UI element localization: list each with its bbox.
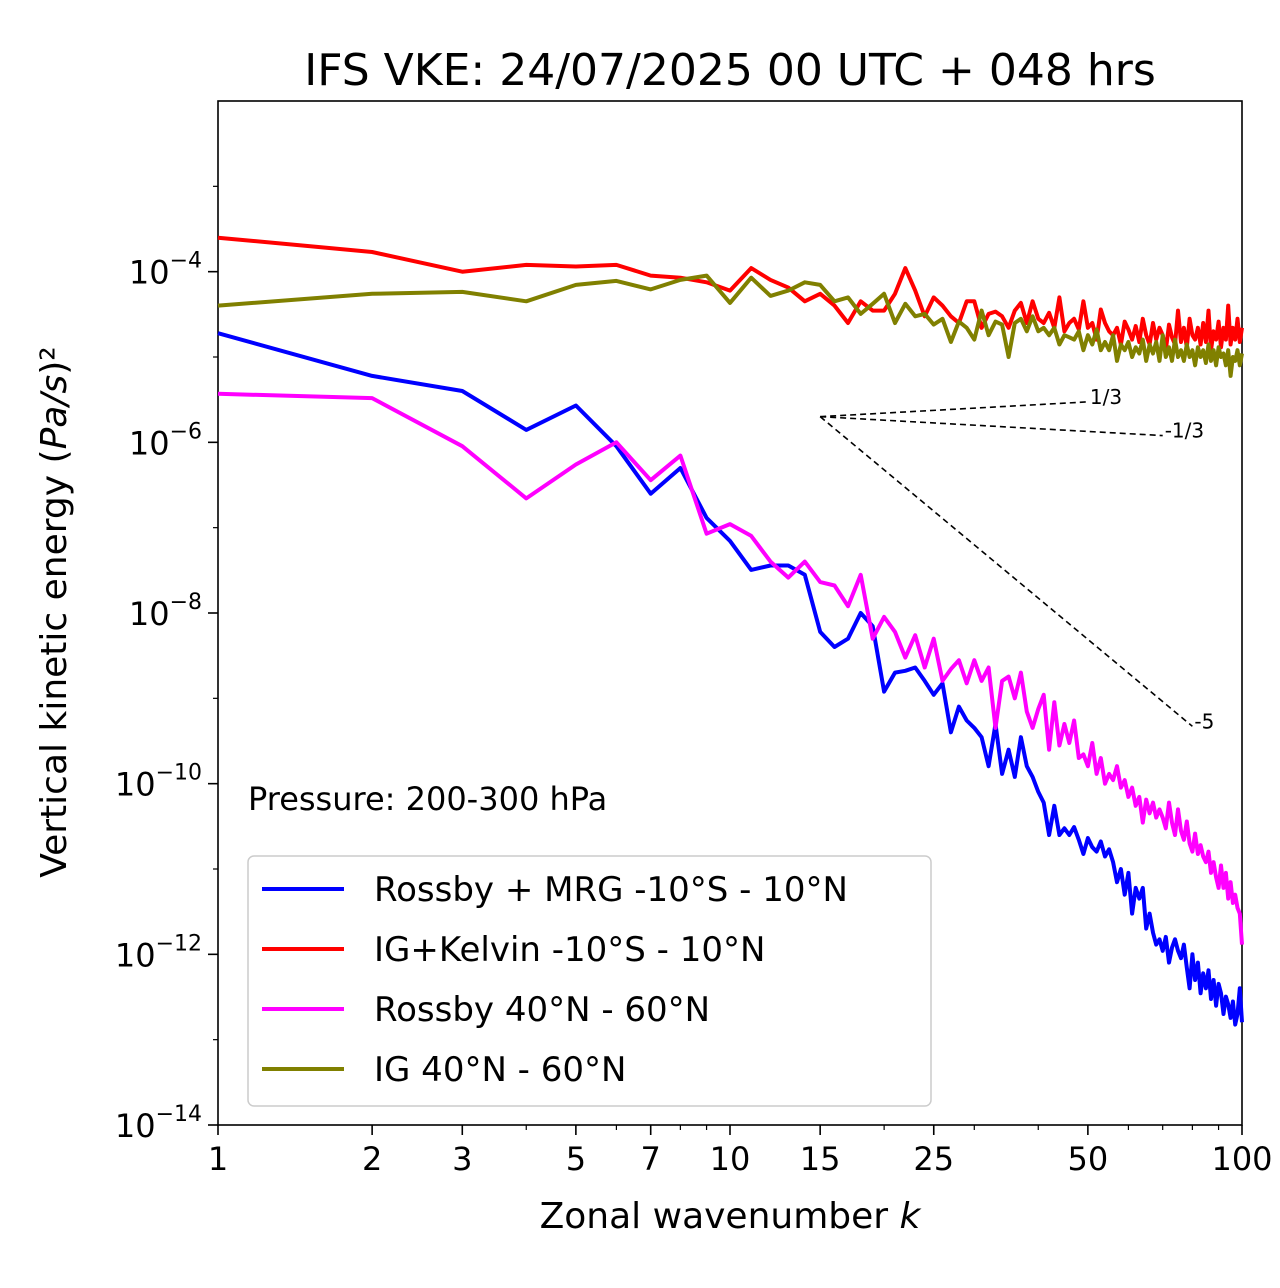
legend-frame (247, 855, 932, 1107)
series-line-1 (217, 331, 1244, 1027)
x-axis-label: Zonal wavenumber k (540, 1196, 923, 1237)
x-tick-label: 25 (913, 1140, 954, 1178)
reference-slope-line (820, 401, 1088, 418)
x-tick-label: 2 (362, 1140, 382, 1178)
legend-label: Rossby + MRG -10°S - 10°N (374, 870, 848, 910)
legend-entries: Rossby + MRG -10°S - 10°N IG+Kelvin -10°S… (262, 870, 848, 1090)
reference-slope-label: -1/3 (1165, 419, 1204, 443)
x-tick-label: 5 (566, 1140, 586, 1178)
reference-slopes: 1/3 -1/3 -5 (819, 385, 1214, 733)
reference-slope-label: 1/3 (1090, 385, 1122, 409)
reference-slope-line (820, 415, 1163, 437)
x-tick-label: 1 (208, 1140, 228, 1178)
series-line-2 (217, 235, 1244, 353)
y-tick-label: 10−6 (129, 419, 202, 462)
x-tick-label: 10 (710, 1140, 751, 1178)
legend-label: IG 40°N - 60°N (374, 1050, 626, 1090)
x-axis-ticks: 1 2 3 5 7 10 15 25 50 100 (208, 1125, 1273, 1178)
series-line-4 (217, 273, 1244, 378)
y-axis-label: Vertical kinetic energy (Pa/s)² (34, 346, 75, 877)
y-axis-ticks: 10−14 10−12 10−10 10−8 10−6 10−4 (115, 185, 218, 1145)
legend-label: Rossby 40°N - 60°N (374, 990, 710, 1030)
x-tick-label: 50 (1068, 1140, 1109, 1178)
legend: Rossby + MRG -10°S - 10°N IG+Kelvin -10°S… (247, 855, 932, 1107)
chart-title: IFS VKE: 24/07/2025 00 UTC + 048 hrs (304, 45, 1156, 96)
series-line-3 (217, 391, 1244, 945)
data-series (217, 235, 1244, 1027)
y-tick-label: 10−8 (129, 590, 202, 633)
x-tick-label: 7 (641, 1140, 661, 1178)
pressure-annotation: Pressure: 200-300 hPa (248, 780, 607, 818)
x-tick-label: 15 (800, 1140, 841, 1178)
y-tick-label: 10−12 (115, 931, 202, 974)
reference-slope-line (819, 416, 1193, 727)
x-tick-label: 3 (452, 1140, 472, 1178)
x-tick-label: 100 (1211, 1140, 1272, 1178)
y-tick-label: 10−4 (129, 249, 202, 292)
reference-slope-label: -5 (1194, 709, 1214, 733)
legend-label: IG+Kelvin -10°S - 10°N (374, 930, 765, 970)
y-tick-label: 10−14 (115, 1102, 202, 1145)
y-tick-label: 10−10 (115, 761, 202, 804)
